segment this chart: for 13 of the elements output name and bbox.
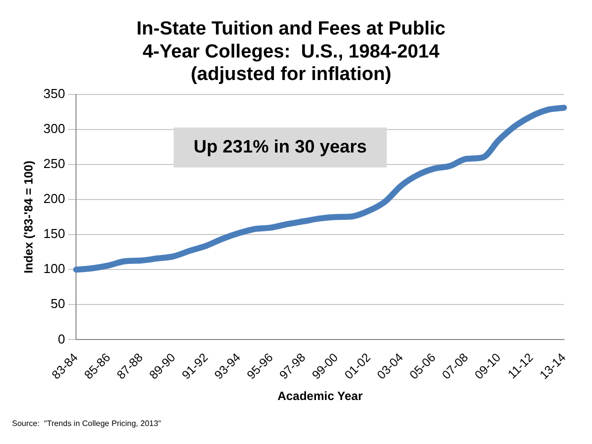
y-tick-label: 150 [43,226,66,242]
y-tick-label: 50 [50,296,66,312]
y-axis-title: Index ('83-'84 = 100) [22,160,36,274]
y-tick-label: 250 [43,156,66,172]
chart-title: In-State Tuition and Fees at Public 4-Year Colleges: U.S., 1984-2014 (adjusted for inflation) [136,18,446,86]
annotation: Up 231% in 30 years [194,136,367,156]
y-tick-label: 350 [43,86,66,101]
x-axis-title: Academic Year [277,389,363,404]
y-tick-label: 100 [43,261,66,276]
y-tick-label: 300 [43,121,66,136]
source-note: Source: "Trends in College Pricing, 2013" [12,419,162,428]
y-tick-label: 0 [58,331,66,346]
y-tick-label: 200 [43,191,66,206]
